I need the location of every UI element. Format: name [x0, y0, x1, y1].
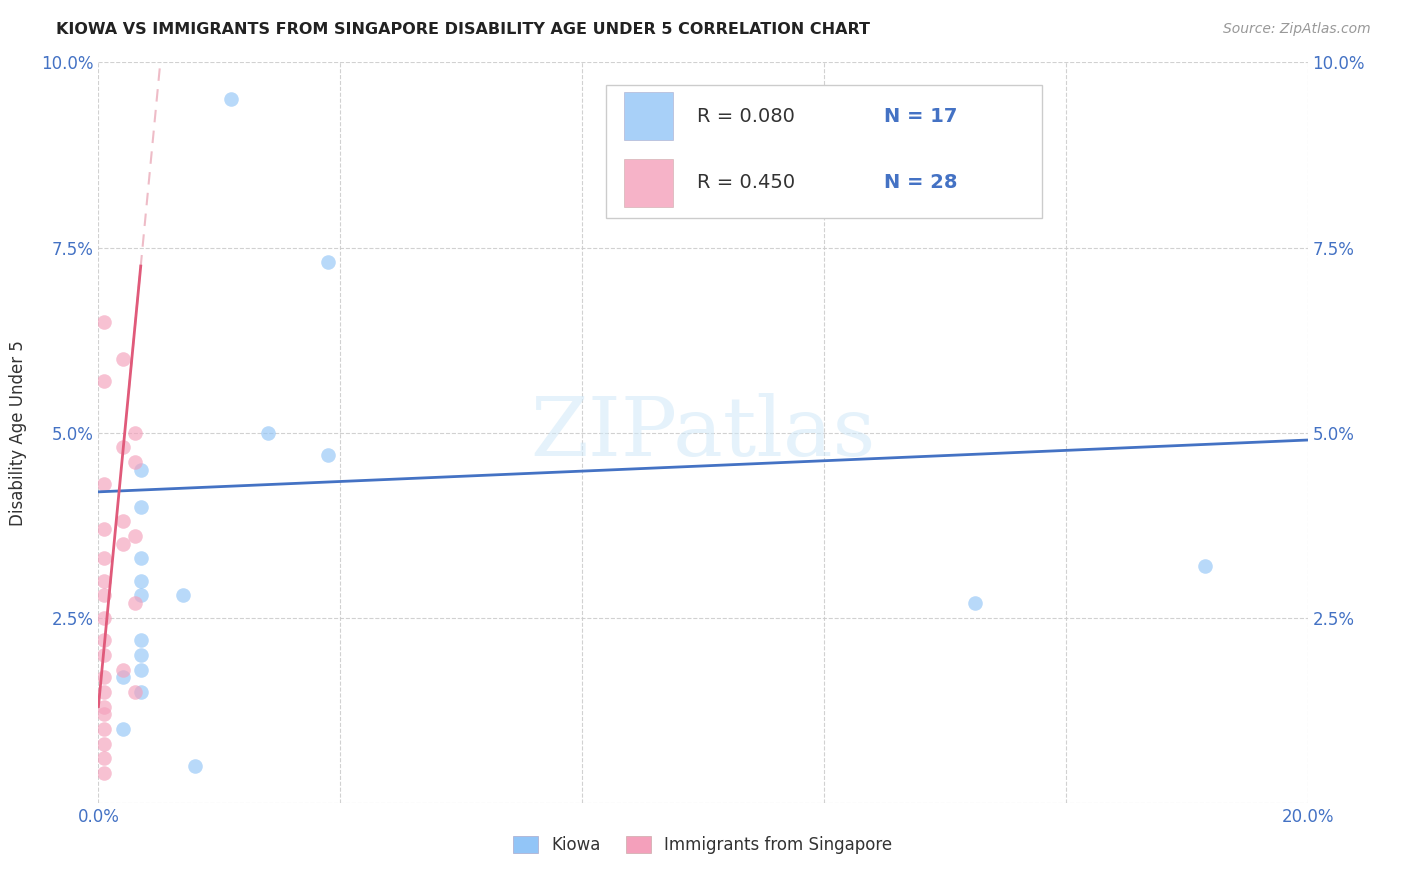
Text: N = 17: N = 17: [884, 107, 957, 126]
Point: [1194, 558, 1216, 573]
Point: [124, 455, 146, 469]
Point: [111, 441, 134, 455]
Point: [93, 706, 115, 721]
Point: [93, 574, 115, 588]
Point: [111, 515, 134, 529]
Text: R = 0.080: R = 0.080: [697, 107, 794, 126]
Point: [172, 589, 194, 603]
FancyBboxPatch shape: [606, 85, 1042, 218]
Point: [93, 751, 115, 765]
Point: [111, 663, 134, 677]
Point: [93, 722, 115, 736]
Point: [111, 670, 134, 684]
Text: ZIPatlas: ZIPatlas: [530, 392, 876, 473]
Point: [93, 699, 115, 714]
Point: [93, 522, 115, 536]
Point: [93, 632, 115, 647]
Point: [316, 255, 339, 269]
Point: [129, 574, 152, 588]
Point: [221, 92, 243, 106]
Text: Source: ZipAtlas.com: Source: ZipAtlas.com: [1223, 22, 1371, 37]
FancyBboxPatch shape: [624, 159, 672, 207]
Y-axis label: Disability Age Under 5: Disability Age Under 5: [10, 340, 27, 525]
Point: [93, 766, 115, 780]
Text: KIOWA VS IMMIGRANTS FROM SINGAPORE DISABILITY AGE UNDER 5 CORRELATION CHART: KIOWA VS IMMIGRANTS FROM SINGAPORE DISAB…: [56, 22, 870, 37]
Point: [129, 551, 152, 566]
Point: [93, 737, 115, 751]
Point: [124, 685, 146, 699]
Point: [129, 685, 152, 699]
Point: [316, 448, 339, 462]
Point: [184, 758, 207, 772]
Point: [111, 351, 134, 366]
Point: [93, 551, 115, 566]
Point: [124, 529, 146, 543]
Point: [93, 610, 115, 624]
Point: [111, 536, 134, 550]
Text: R = 0.450: R = 0.450: [697, 173, 794, 193]
Point: [93, 648, 115, 662]
Legend: Kiowa, Immigrants from Singapore: Kiowa, Immigrants from Singapore: [506, 830, 900, 861]
Point: [93, 477, 115, 491]
Point: [124, 425, 146, 440]
Point: [129, 648, 152, 662]
Point: [111, 722, 134, 736]
Text: N = 28: N = 28: [884, 173, 957, 193]
Point: [129, 500, 152, 514]
Point: [129, 663, 152, 677]
FancyBboxPatch shape: [624, 92, 672, 140]
Point: [124, 596, 146, 610]
Point: [93, 374, 115, 388]
Point: [129, 632, 152, 647]
Point: [644, 92, 666, 106]
Point: [129, 462, 152, 476]
Point: [965, 596, 987, 610]
Point: [93, 685, 115, 699]
Point: [93, 670, 115, 684]
Point: [256, 425, 278, 440]
Point: [129, 589, 152, 603]
Point: [93, 314, 115, 328]
Point: [93, 589, 115, 603]
